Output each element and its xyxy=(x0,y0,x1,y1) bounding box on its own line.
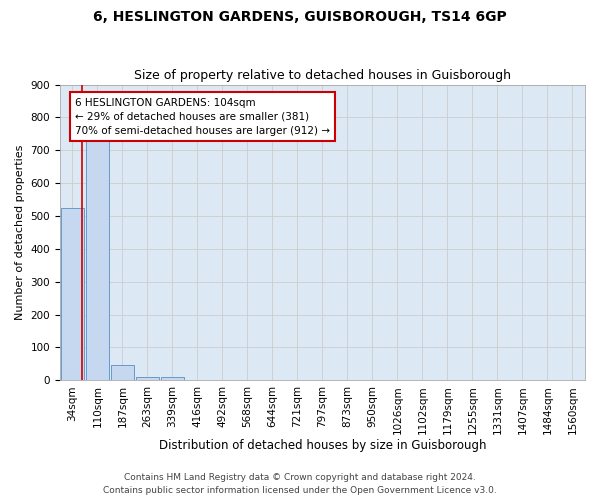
Bar xyxy=(161,377,184,380)
Text: 6 HESLINGTON GARDENS: 104sqm
← 29% of detached houses are smaller (381)
70% of s: 6 HESLINGTON GARDENS: 104sqm ← 29% of de… xyxy=(75,98,330,136)
Bar xyxy=(86,141,109,380)
Y-axis label: Number of detached properties: Number of detached properties xyxy=(15,145,25,320)
Title: Size of property relative to detached houses in Guisborough: Size of property relative to detached ho… xyxy=(134,69,511,82)
Text: Contains HM Land Registry data © Crown copyright and database right 2024.
Contai: Contains HM Land Registry data © Crown c… xyxy=(103,474,497,495)
Text: 6, HESLINGTON GARDENS, GUISBOROUGH, TS14 6GP: 6, HESLINGTON GARDENS, GUISBOROUGH, TS14… xyxy=(93,10,507,24)
Bar xyxy=(136,376,158,380)
X-axis label: Distribution of detached houses by size in Guisborough: Distribution of detached houses by size … xyxy=(159,440,486,452)
Bar xyxy=(111,365,134,380)
Bar xyxy=(61,208,83,380)
